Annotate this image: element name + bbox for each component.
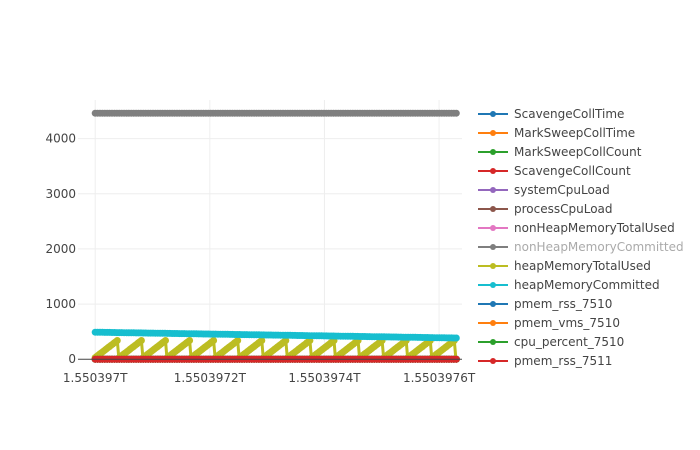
- legend-item[interactable]: MarkSweepCollTime: [478, 126, 635, 140]
- legend-item[interactable]: ScavengeCollTime: [478, 107, 624, 121]
- y-tick-label: 3000: [45, 187, 76, 201]
- data-point: [258, 337, 266, 344]
- legend-item[interactable]: systemCpuLoad: [478, 183, 610, 197]
- data-point: [162, 337, 169, 344]
- legend-label: MarkSweepCollCount: [514, 145, 642, 159]
- x-tick-label: 1.5503976T: [403, 371, 476, 385]
- grid-lines: [78, 100, 462, 362]
- legend-item[interactable]: heapMemoryTotalUsed: [478, 259, 651, 273]
- legend-swatch-marker: [490, 206, 496, 212]
- legend-swatch-marker: [490, 244, 496, 250]
- axes: 0 1000 2000 3000 4000 1.550397T 1.5503972T 1.55…: [45, 132, 475, 385]
- legend-item[interactable]: nonHeapMemoryCommitted: [478, 240, 684, 254]
- legend-swatch-marker: [490, 130, 496, 136]
- legend-swatch-marker: [490, 149, 496, 155]
- legend-item[interactable]: cpu_percent_7510: [478, 335, 624, 349]
- legend-label: ScavengeCollCount: [514, 164, 631, 178]
- legend-label: heapMemoryTotalUsed: [514, 259, 651, 273]
- legend-swatch-marker: [490, 358, 496, 364]
- legend-swatch-marker: [490, 301, 496, 307]
- x-tick-label: 1.550397T: [63, 371, 128, 385]
- legend-label: pmem_vms_7510: [514, 316, 620, 330]
- legend-swatch-marker: [490, 339, 496, 345]
- y-tick-label: 0: [68, 352, 76, 366]
- x-tick-label: 1.5503972T: [174, 371, 247, 385]
- legend-item[interactable]: pmem_rss_7510: [478, 297, 612, 311]
- legend-swatch-marker: [490, 111, 496, 117]
- y-tick-label: 4000: [45, 132, 76, 146]
- legend-swatch-marker: [490, 187, 496, 193]
- legend-label: pmem_rss_7511: [514, 354, 612, 368]
- legend[interactable]: ScavengeCollTime MarkSweepCollTime MarkSwe…: [478, 107, 684, 368]
- legend-label: MarkSweepCollTime: [514, 126, 635, 140]
- legend-swatch-marker: [490, 225, 496, 231]
- legend-item[interactable]: nonHeapMemoryTotalUsed: [478, 221, 675, 235]
- data-point: [186, 337, 194, 344]
- legend-item[interactable]: pmem_rss_7511: [478, 354, 612, 368]
- legend-swatch-marker: [490, 320, 496, 326]
- legend-label: pmem_rss_7510: [514, 297, 612, 311]
- legend-swatch-marker: [490, 282, 496, 288]
- legend-item[interactable]: MarkSweepCollCount: [478, 145, 642, 159]
- data-point: [113, 337, 121, 344]
- data-point: [137, 337, 145, 344]
- legend-label: processCpuLoad: [514, 202, 613, 216]
- legend-label: ScavengeCollTime: [514, 107, 624, 121]
- data-point: [210, 337, 218, 344]
- data-point: [234, 337, 242, 344]
- legend-label: nonHeapMemoryCommitted: [514, 240, 684, 254]
- legend-label: systemCpuLoad: [514, 183, 610, 197]
- series-layer: [91, 109, 460, 363]
- legend-label: nonHeapMemoryTotalUsed: [514, 221, 675, 235]
- data-point: [452, 109, 460, 117]
- legend-item[interactable]: processCpuLoad: [478, 202, 613, 216]
- legend-item[interactable]: heapMemoryCommitted: [478, 278, 660, 292]
- series-heapMemoryCommitted: [91, 328, 460, 342]
- legend-swatch-marker: [490, 263, 496, 269]
- legend-item[interactable]: ScavengeCollCount: [478, 164, 631, 178]
- legend-label: cpu_percent_7510: [514, 335, 624, 349]
- y-tick-label: 1000: [45, 297, 76, 311]
- series-nonHeapMemoryCommitted: [91, 109, 460, 117]
- legend-item[interactable]: pmem_vms_7510: [478, 316, 620, 330]
- legend-swatch-marker: [490, 168, 496, 174]
- data-point: [452, 334, 460, 342]
- x-tick-label: 1.5503974T: [288, 371, 361, 385]
- legend-label: heapMemoryCommitted: [514, 278, 660, 292]
- y-tick-label: 2000: [45, 242, 76, 256]
